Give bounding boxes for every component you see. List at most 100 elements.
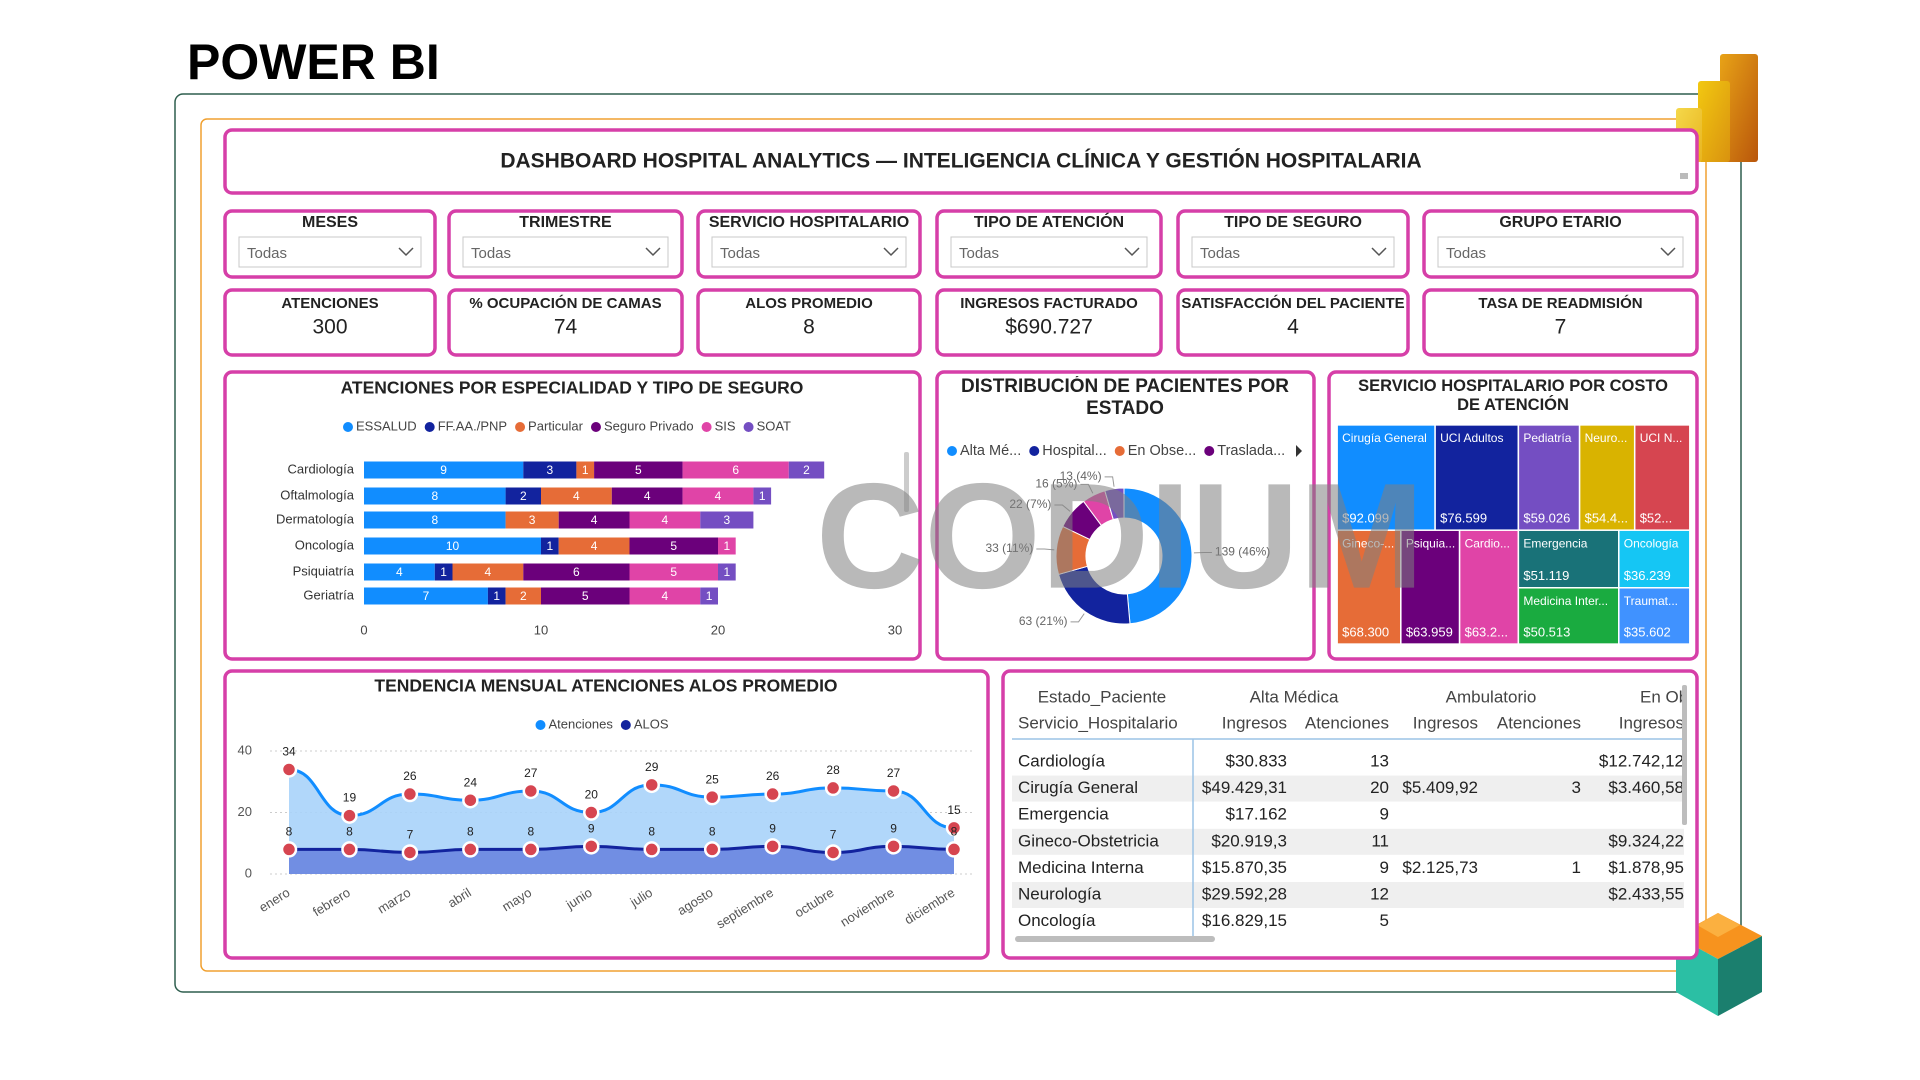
bar-segment: [505, 487, 541, 505]
row-header: Oncología: [1018, 911, 1096, 930]
column-header: Ingresos: [1619, 713, 1684, 732]
bar-segment: [364, 511, 506, 529]
treemap-tile: [1618, 529, 1691, 589]
marker: [462, 841, 479, 858]
marker: [885, 782, 902, 800]
cell: $29.592,28: [1202, 884, 1287, 903]
marker: [401, 785, 419, 803]
legend-marker: [947, 446, 957, 456]
tile-value: $63.2...: [1465, 625, 1508, 640]
dashboard-title: DASHBOARD HOSPITAL ANALYTICS — INTELIGEN…: [500, 149, 1421, 173]
data-label: 13 (4%): [1060, 469, 1102, 483]
treemap-tile: [1336, 529, 1402, 645]
data-label: 8: [346, 825, 353, 839]
data-label: 19: [343, 791, 357, 805]
marker: [885, 838, 902, 855]
tile-label: UCI N...: [1640, 431, 1683, 445]
treemap-tile: [1618, 587, 1691, 645]
filter-dropdown[interactable]: [950, 236, 1148, 268]
cell: $20.919,3: [1211, 831, 1287, 850]
row-header: Cirugía General: [1018, 778, 1138, 797]
data-label: 9: [769, 821, 776, 835]
bar-value-label: 5: [635, 463, 642, 477]
kpi-label: TASA DE READMISIÓN: [1478, 294, 1642, 312]
data-label: 27: [524, 766, 538, 780]
tile-value: $68.300: [1342, 625, 1389, 640]
bar-value-label: 4: [662, 513, 669, 527]
filter-dropdown[interactable]: [711, 236, 907, 268]
row-band: [1012, 882, 1684, 908]
kpi-value: 300: [312, 316, 347, 339]
bar-segment: [523, 563, 630, 581]
bar-segment: [505, 511, 559, 529]
marker: [764, 838, 781, 855]
data-label: 7: [830, 828, 837, 842]
legend: Atenciones ALOS: [535, 716, 669, 731]
treemap-tile: [1458, 529, 1520, 645]
bar-segment: [558, 537, 630, 555]
bar-value-label: 8: [431, 513, 438, 527]
bar-segment: [611, 487, 683, 505]
vertical-scrollbar: [1682, 685, 1687, 825]
chart-title-box: DISTRIBUCIÓN DE PACIENTES POR ESTADO: [961, 376, 1289, 419]
filter-dropdown[interactable]: [1437, 236, 1684, 268]
cell: 3: [1572, 778, 1581, 797]
dropdown-chevron: [1371, 247, 1387, 257]
legend-label: En Obse...: [1128, 443, 1197, 459]
tile-value: $36.239: [1624, 568, 1671, 583]
dropdown-chevron: [883, 247, 899, 257]
bar-value-label: 1: [759, 489, 766, 503]
data-label: 8: [648, 825, 655, 839]
kpi-value: 74: [554, 316, 578, 339]
dropdown-chevron: [1660, 247, 1676, 257]
marker: [643, 776, 660, 794]
data-label: 8: [286, 825, 293, 839]
cell: 9: [1380, 805, 1389, 824]
x-tick-label: 30: [888, 622, 902, 637]
filter-dropdown[interactable]: [238, 236, 422, 268]
data-label: 20: [585, 788, 599, 802]
filter-value: Todas: [959, 245, 999, 262]
data-label: 16 (5%): [1035, 477, 1077, 491]
marker: [522, 841, 540, 858]
tile-value: $54.4...: [1585, 511, 1628, 526]
bar-segment: [364, 537, 541, 555]
bar-value-label: 1: [547, 539, 554, 553]
y-tick-label: Dermatología: [276, 511, 355, 526]
bar-value-label: 2: [520, 489, 527, 503]
bar-segment: [788, 461, 825, 479]
cell: 20: [1370, 778, 1389, 797]
row-header: Cardiología: [1018, 751, 1105, 770]
data-label: 25: [706, 772, 720, 786]
y-tick-label: 20: [238, 804, 252, 819]
bar-value-label: 4: [485, 565, 492, 579]
tile-label: Cirugía General: [1342, 431, 1427, 445]
tile-value: $76.599: [1440, 511, 1487, 526]
filter-dropdown[interactable]: [462, 236, 669, 268]
y-tick-label: Oftalmología: [280, 487, 354, 502]
row-header: Medicina Interna: [1018, 858, 1144, 877]
data-label: 63 (21%): [1019, 614, 1068, 628]
cell: 9: [1380, 858, 1389, 877]
legend-label: SIS: [715, 418, 736, 433]
bar-segment: [434, 563, 453, 581]
chart-title: ATENCIONES POR ESPECIALIDAD Y TIPO DE SE…: [341, 378, 804, 398]
kpi-value: 4: [1287, 316, 1299, 339]
bar-segment: [576, 461, 595, 479]
marker: [643, 841, 660, 858]
column-header: Servicio_Hospitalario: [1018, 713, 1178, 732]
bar-segment: [364, 563, 435, 581]
legend-marker: [535, 720, 546, 730]
legend-marker: [620, 720, 631, 730]
treemap-tile: [1517, 424, 1581, 531]
cell: $15.870,35: [1202, 858, 1287, 877]
tile-label: Pediatría: [1523, 431, 1571, 445]
bar-segment: [718, 537, 736, 555]
legend-label: ESSALUD: [356, 418, 417, 433]
bar-value-label: 5: [670, 565, 677, 579]
cell: $3.460,58: [1608, 778, 1684, 797]
legend-label: Traslada...: [1217, 443, 1285, 459]
filter-dropdown[interactable]: [1191, 236, 1395, 268]
